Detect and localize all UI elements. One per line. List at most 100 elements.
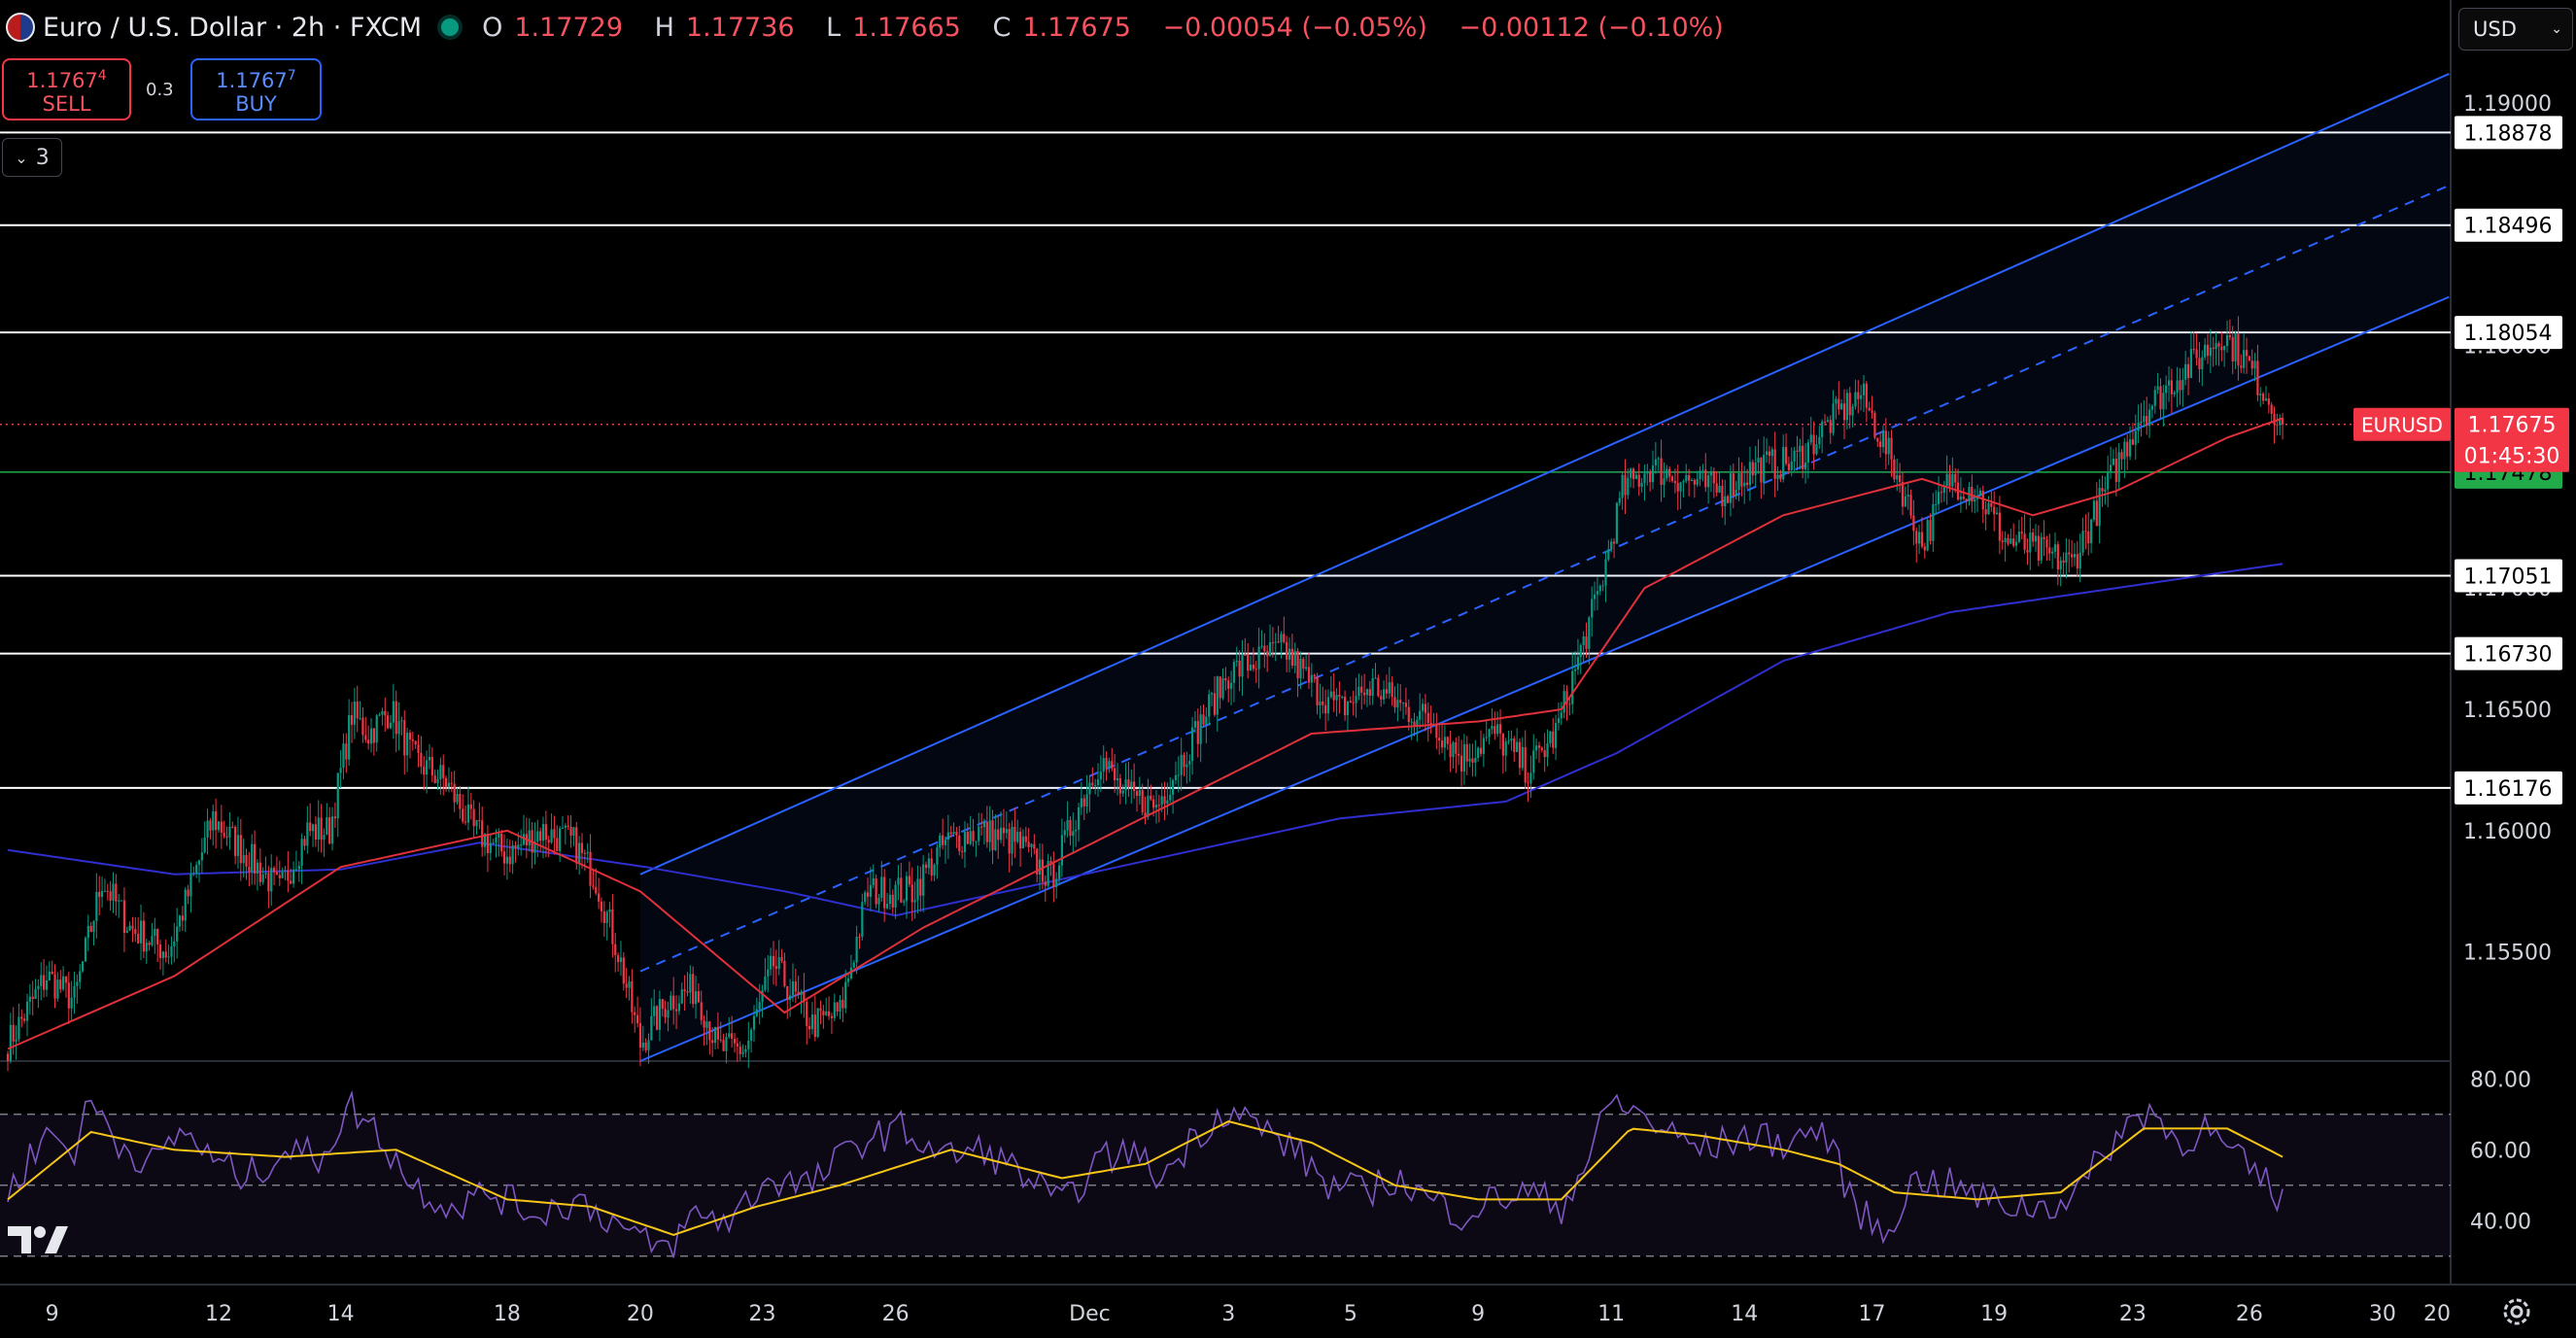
candle[interactable] [62,976,65,990]
candle[interactable] [1721,485,1724,506]
candle[interactable] [658,999,662,1030]
candle[interactable] [498,833,500,839]
candle[interactable] [1601,585,1604,587]
candle[interactable] [109,891,112,901]
candle[interactable] [411,739,414,741]
candle[interactable] [561,827,565,829]
candle[interactable] [2092,500,2096,520]
candle[interactable] [1835,398,1838,404]
candle[interactable] [1407,706,1410,723]
candle[interactable] [1904,496,1906,507]
candle[interactable] [866,892,870,897]
candle[interactable] [1307,667,1311,683]
candle[interactable] [292,869,295,884]
candle[interactable] [436,778,439,783]
candle[interactable] [12,1024,15,1042]
candle[interactable] [1826,420,1829,422]
candle[interactable] [608,909,611,912]
candle[interactable] [1041,859,1045,882]
candle[interactable] [1160,796,1163,806]
candle[interactable] [137,934,140,943]
candle[interactable] [1144,812,1147,817]
candle[interactable] [353,701,356,725]
candle[interactable] [2167,380,2171,386]
candle[interactable] [839,1000,841,1012]
candle[interactable] [1663,478,1666,486]
candle[interactable] [1748,462,1752,486]
candle[interactable] [864,892,867,903]
candle[interactable] [453,783,456,803]
candle[interactable] [830,1015,834,1018]
candle[interactable] [1210,693,1214,695]
candle[interactable] [508,856,511,865]
candle[interactable] [939,835,942,848]
candle[interactable] [462,808,464,822]
indicators-toggle-button[interactable]: ⌄ 3 [2,138,62,177]
candle[interactable] [300,839,303,866]
candle[interactable] [2250,360,2253,369]
candle[interactable] [115,883,118,902]
currency-select[interactable]: USD ⌄ [2458,8,2573,51]
candle[interactable] [406,733,409,756]
candle[interactable] [1768,451,1771,457]
candle[interactable] [1779,474,1782,480]
candle[interactable] [1701,469,1704,471]
candle[interactable] [761,990,764,1003]
candle[interactable] [653,1006,656,1016]
candle[interactable] [1504,741,1507,756]
candle[interactable] [1596,591,1599,595]
candle[interactable] [397,721,400,735]
candle[interactable] [2056,544,2059,570]
candle[interactable] [1377,677,1380,697]
candle[interactable] [475,819,478,827]
candle[interactable] [894,884,897,908]
candle[interactable] [248,866,251,873]
candle[interactable] [1077,806,1081,830]
candle[interactable] [2209,347,2212,357]
candle[interactable] [1912,515,1915,532]
candle[interactable] [1757,458,1760,463]
candle[interactable] [614,943,617,956]
candle[interactable] [231,826,234,828]
candle[interactable] [2256,360,2259,395]
candle[interactable] [1021,836,1025,849]
candle[interactable] [1923,546,1926,551]
candle[interactable] [1796,450,1799,452]
candle[interactable] [2068,552,2071,555]
candle[interactable] [583,852,586,854]
candle[interactable] [378,714,381,716]
candle[interactable] [1845,393,1848,421]
candle[interactable] [2126,441,2129,457]
candle[interactable] [1293,650,1296,666]
candle[interactable] [2240,365,2243,368]
candle[interactable] [1974,498,1976,502]
candle[interactable] [1027,841,1030,847]
candle[interactable] [56,979,59,999]
candle[interactable] [278,875,281,878]
candle[interactable] [1072,831,1075,837]
candle[interactable] [131,925,134,930]
candle[interactable] [239,835,242,864]
candle[interactable] [1670,476,1674,482]
channel-mid-line[interactable] [639,184,2450,973]
candle[interactable] [1413,721,1416,727]
candle[interactable] [1842,403,1846,421]
candle[interactable] [369,728,373,744]
candle[interactable] [1280,634,1283,642]
candle[interactable] [2165,385,2168,394]
candle[interactable] [1202,714,1205,725]
candle[interactable] [1557,718,1561,724]
candle[interactable] [733,1038,737,1044]
candle[interactable] [1177,774,1180,776]
candle[interactable] [1399,700,1402,703]
candle[interactable] [556,838,559,851]
candle[interactable] [98,891,101,898]
symbol-title[interactable]: Euro / U.S. Dollar · 2h · FXCM [43,12,423,43]
candle[interactable] [1471,758,1474,763]
candle[interactable] [442,765,445,778]
candle[interactable] [536,831,539,842]
candle[interactable] [314,824,318,840]
candle[interactable] [598,893,601,902]
candle[interactable] [392,701,395,723]
